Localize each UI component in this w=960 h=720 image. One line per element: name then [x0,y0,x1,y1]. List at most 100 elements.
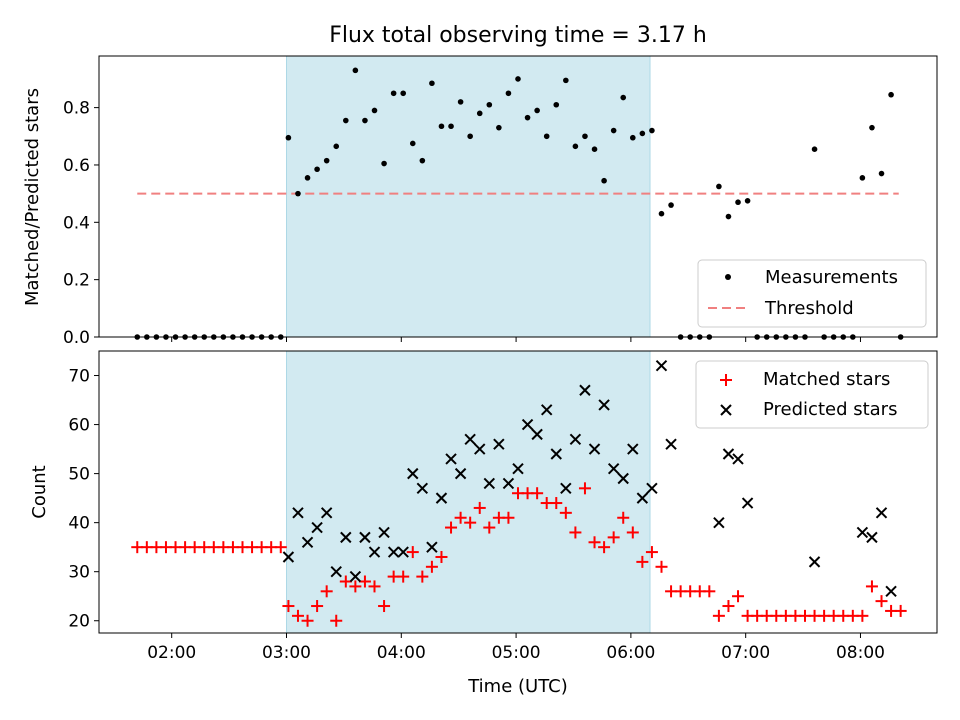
predicted-star-point [330,565,342,578]
matched-star-point [875,595,888,608]
measurement-point [620,94,627,101]
y-tick-label: 70 [68,367,90,387]
predicted-star-point [454,467,467,480]
measurement-point [476,110,483,117]
measurement-point [314,166,320,173]
matched-star-point [865,580,878,593]
bottom-y-ticks: 20 30 40 50 60 70 [68,367,99,632]
measurement-point [639,130,646,137]
y-tick-label: 0.0 [63,328,90,348]
matched-stars-points [131,482,907,627]
matched-star-point [397,570,410,583]
predicted-star-point [655,360,668,372]
matched-star-point [712,609,725,622]
predicted-star-point [732,453,744,465]
measurement-point [496,124,502,131]
measurement-point [563,77,569,84]
measurement-point [859,175,866,181]
y-tick-label: 60 [68,416,90,436]
matched-star-point [483,521,496,534]
predicted-star-point [540,404,553,416]
measurement-point [591,146,598,152]
matched-star-point [406,546,419,559]
predicted-star-point [531,428,543,441]
predicted-star-point [359,531,371,544]
predicted-star-point [349,570,362,583]
matched-star-point [378,600,391,613]
measurement-point [371,107,378,114]
measurement-point [448,123,454,130]
predicted-star-point [435,492,448,504]
bottom-legend-box [695,360,929,429]
y-tick-label: 0.6 [63,156,90,176]
predicted-star-point [407,467,419,480]
matched-star-point [856,609,869,622]
measurement-point [572,143,579,150]
x-tick-label: 07:00 [721,643,770,663]
matched-star-point [636,555,649,568]
matched-star-point [617,511,630,524]
bottom-shaded-region [285,350,651,634]
predicted-star-point [340,531,352,544]
matched-star-point [339,575,352,588]
measurement-point [515,76,521,82]
matched-star-point [454,511,467,524]
x-axis-label: Time (UTC) [467,676,568,697]
matched-star-point [732,590,745,603]
measurement-point [534,107,540,114]
measurement-point [362,117,368,124]
matched-star-point [655,560,668,573]
matched-star-point [445,521,458,534]
measurement-point [524,114,531,121]
measurement-point [735,199,741,206]
measurement-point [381,160,387,167]
legend-plus-marker [720,374,732,386]
measurement-point [888,91,894,98]
top-axes: 0.0 0.2 0.4 0.6 0.8 Flux total observing tim… [22,23,938,348]
matched-star-point [425,560,438,573]
x-tick-label: 06:00 [606,643,655,663]
legend-predicted-label: Predicted stars [763,399,897,420]
predicted-star-point [588,443,601,455]
predicted-star-point [885,585,897,598]
matched-star-point [578,482,591,495]
predicted-star-point [512,462,524,475]
predicted-star-point [722,448,735,460]
predicted-star-point [598,399,610,411]
predicted-star-point [808,556,821,568]
chart-title: Flux total observing time = 3.17 h [329,23,707,48]
matched-star-point [473,501,486,514]
predicted-star-point [320,507,333,519]
predicted-star-point [464,433,476,445]
legend-dot-marker [725,274,731,280]
measurement-point [457,99,464,105]
y-tick-label: 50 [68,465,90,485]
measurement-point [304,175,311,181]
measurement-point [744,198,751,204]
y-tick-label: 0.2 [63,271,90,291]
x-tick-label: 02:00 [147,643,196,663]
y-tick-label: 40 [68,514,90,534]
predicted-star-point [368,546,381,558]
top-legend: Measurements Threshold [697,259,927,328]
measurement-point [333,143,340,150]
matched-star-point [598,541,611,554]
matched-star-point [435,550,448,563]
top-axes-frame [98,55,938,338]
predicted-stars-points [282,360,897,598]
legend-matched-label: Matched stars [763,369,890,390]
predicted-star-point [493,438,505,450]
matched-star-point [368,580,381,593]
x-tick-label: 08:00 [836,643,885,663]
measurement-point [543,133,550,140]
predicted-star-point [713,516,725,529]
predicted-star-point [866,531,878,544]
predicted-star-point [397,546,409,558]
predicted-star-point [311,521,323,534]
measurement-point [582,133,588,140]
measurement-point [343,117,349,124]
bottom-axes-frame [98,350,938,634]
matched-star-point [320,585,333,598]
